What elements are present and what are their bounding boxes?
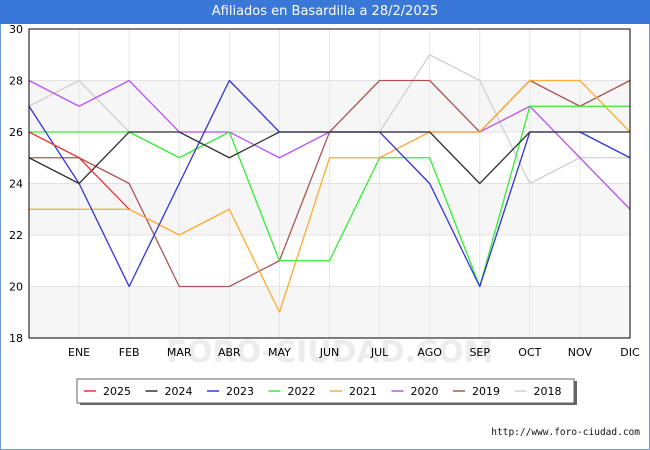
legend-label-2020: 2020 <box>411 385 439 398</box>
y-tick-label: 24 <box>9 178 23 191</box>
y-axis: 18 20 22 24 26 28 30 <box>9 23 23 345</box>
y-tick-label: 20 <box>9 281 23 294</box>
legend-label-2024: 2024 <box>165 385 193 398</box>
x-tick-label: JUL <box>370 346 389 359</box>
x-tick-label: MAR <box>167 346 192 359</box>
series-layer <box>28 54 631 313</box>
y-tick-label: 18 <box>9 332 23 345</box>
series-line-2025 <box>28 131 130 210</box>
x-tick-label: NOV <box>568 346 593 359</box>
y-tick-label: 26 <box>9 126 23 139</box>
legend-label-2023: 2023 <box>226 385 254 398</box>
source-url: http://www.foro-ciudad.com <box>491 427 640 438</box>
x-tick-label: SEP <box>469 346 490 359</box>
legend: 2025 2024 2023 2022 2021 2020 2019 2018 <box>76 378 577 405</box>
x-tick-label: ENE <box>68 346 90 359</box>
legend-label-2022: 2022 <box>288 385 316 398</box>
plot-bands <box>29 28 631 339</box>
legend-label-2019: 2019 <box>472 385 500 398</box>
x-tick-label: MAY <box>268 346 291 359</box>
watermark: FORO-CIUDAD.COM <box>167 335 494 370</box>
y-tick-label: 28 <box>9 75 23 88</box>
x-tick-label: OCT <box>518 346 541 359</box>
plot-border <box>28 28 631 339</box>
legend-box <box>76 378 575 404</box>
y-tick-label: 22 <box>9 229 23 242</box>
chart-title: Afiliados en Basardilla a 28/2/2025 <box>0 0 650 24</box>
x-tick-label: JUN <box>319 346 340 359</box>
series-line-2024 <box>28 131 630 185</box>
x-tick-label: DIC <box>620 346 640 359</box>
x-tick-label: FEB <box>119 346 140 359</box>
legend-label-2018: 2018 <box>534 385 562 398</box>
legend-label-2021: 2021 <box>349 385 377 398</box>
y-tick-label: 30 <box>9 23 23 36</box>
x-tick-label: ABR <box>218 346 241 359</box>
x-tick-label: AGO <box>417 346 442 359</box>
legend-label-2025: 2025 <box>103 385 131 398</box>
x-axis: ENE FEB MAR ABR MAY JUN JUL AGO SEP OCT NOV DIC <box>68 346 640 359</box>
